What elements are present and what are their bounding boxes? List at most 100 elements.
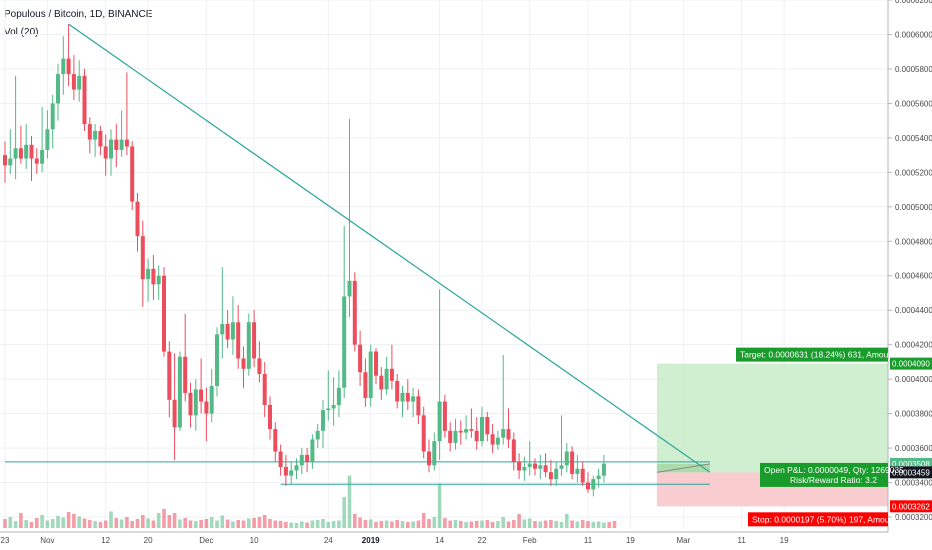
volume-bar bbox=[24, 520, 28, 528]
price-tick-label: 0.0004800 bbox=[895, 237, 932, 246]
price-tick-label: 0.0003200 bbox=[895, 513, 932, 522]
target-info-box bbox=[736, 347, 888, 362]
stop-price-label-bg bbox=[890, 500, 932, 513]
volume-bar bbox=[29, 522, 34, 528]
candle-body bbox=[321, 410, 325, 431]
candle-body bbox=[246, 322, 251, 369]
candle-body bbox=[167, 351, 172, 400]
candle-body bbox=[437, 401, 442, 442]
candle-body bbox=[575, 468, 580, 474]
time-axis-background bbox=[0, 532, 888, 550]
volume-bar bbox=[522, 519, 527, 528]
candle-body bbox=[13, 148, 18, 159]
candle-body bbox=[326, 408, 331, 411]
stop-info-box bbox=[748, 512, 888, 527]
volume-bar bbox=[45, 520, 50, 528]
candle-body bbox=[527, 463, 532, 468]
candle-body bbox=[384, 368, 389, 390]
candle-body bbox=[533, 463, 537, 469]
candle-body bbox=[82, 75, 87, 125]
volume-bar bbox=[50, 519, 55, 528]
volume-bar bbox=[580, 520, 585, 528]
volume-bar bbox=[485, 520, 490, 528]
volume-bar bbox=[188, 520, 193, 528]
price-tick-label: 0.0003800 bbox=[895, 410, 932, 419]
date-tick-label: 24 bbox=[324, 536, 333, 545]
candle-body bbox=[358, 344, 363, 373]
volume-bar bbox=[162, 509, 166, 528]
candle-body bbox=[448, 430, 453, 443]
candle-body bbox=[252, 322, 257, 359]
volume-bar bbox=[406, 522, 410, 528]
volume-bar bbox=[257, 517, 262, 528]
candle-body bbox=[273, 429, 278, 452]
volume-bar bbox=[167, 515, 172, 528]
volume-bar bbox=[575, 521, 580, 528]
candle-body bbox=[374, 351, 378, 376]
volume-bar bbox=[273, 520, 278, 528]
volume-bar bbox=[56, 516, 60, 528]
volume-bar bbox=[146, 518, 150, 528]
candle-body bbox=[517, 461, 522, 471]
candle-body bbox=[474, 430, 479, 442]
stop-price-label: 0.0003262 bbox=[892, 502, 930, 511]
volume-bar bbox=[172, 513, 177, 528]
candle-body bbox=[156, 275, 161, 285]
pnl-info-box bbox=[760, 462, 888, 487]
volume-bar bbox=[427, 519, 431, 528]
candle-body bbox=[93, 130, 98, 140]
volume-bar bbox=[130, 521, 134, 528]
volume-bar bbox=[289, 522, 293, 528]
candle-body bbox=[342, 296, 347, 388]
volume-bar bbox=[368, 519, 373, 528]
candle-body bbox=[124, 139, 129, 147]
candle-body bbox=[506, 429, 511, 440]
volume-bar bbox=[490, 522, 495, 528]
volume-bar bbox=[549, 520, 553, 528]
volume-bar bbox=[607, 522, 611, 528]
price-tick-label: 0.0005800 bbox=[895, 65, 932, 74]
candle-body bbox=[193, 389, 198, 416]
volume-bar bbox=[501, 517, 505, 528]
candle-body bbox=[554, 468, 559, 480]
candle-body bbox=[490, 434, 495, 445]
candle-body bbox=[71, 74, 76, 90]
price-tick-label: 0.0004200 bbox=[895, 341, 932, 350]
candle-body bbox=[580, 468, 585, 483]
entry-price-label: 0.0003459 bbox=[892, 468, 930, 477]
volume-bar bbox=[432, 517, 437, 528]
candle-body bbox=[485, 417, 490, 435]
volume-bar bbox=[231, 521, 235, 528]
volume-bar bbox=[3, 519, 7, 528]
price-tick-label: 0.0003600 bbox=[895, 444, 932, 453]
candle-body bbox=[458, 430, 463, 433]
volume-bar bbox=[13, 521, 18, 528]
candle-body bbox=[130, 146, 135, 202]
candle-body bbox=[45, 129, 50, 150]
candle-body bbox=[336, 387, 341, 405]
candle-body bbox=[421, 415, 426, 452]
volume-bar bbox=[448, 520, 452, 528]
price-tick-label: 0.0004600 bbox=[895, 272, 932, 281]
descending-trendline[interactable] bbox=[68, 23, 711, 473]
volume-bar bbox=[602, 522, 606, 528]
volume-bar bbox=[119, 519, 124, 528]
price-tick-label: 0.0004000 bbox=[895, 375, 932, 384]
volume-bar bbox=[331, 521, 336, 528]
candle-body bbox=[220, 323, 225, 335]
volume-bar bbox=[395, 520, 399, 528]
symbol-title: Populous / Bitcoin, 1D, BINANCE bbox=[4, 9, 153, 20]
volume-bar bbox=[278, 521, 283, 528]
candle-body bbox=[315, 430, 320, 440]
volume-bar bbox=[421, 513, 426, 528]
candle-body bbox=[283, 467, 288, 476]
candle-body bbox=[411, 396, 416, 402]
volume-bar bbox=[411, 521, 415, 528]
volume-bar bbox=[321, 519, 325, 528]
volume-bar bbox=[342, 497, 346, 528]
pnl-info-line1: Open P&L: 0.0000049, Qty: 1269035 bbox=[764, 465, 904, 475]
volume-bar bbox=[35, 518, 39, 528]
volume-bar bbox=[310, 520, 315, 528]
candle-body bbox=[204, 401, 209, 414]
